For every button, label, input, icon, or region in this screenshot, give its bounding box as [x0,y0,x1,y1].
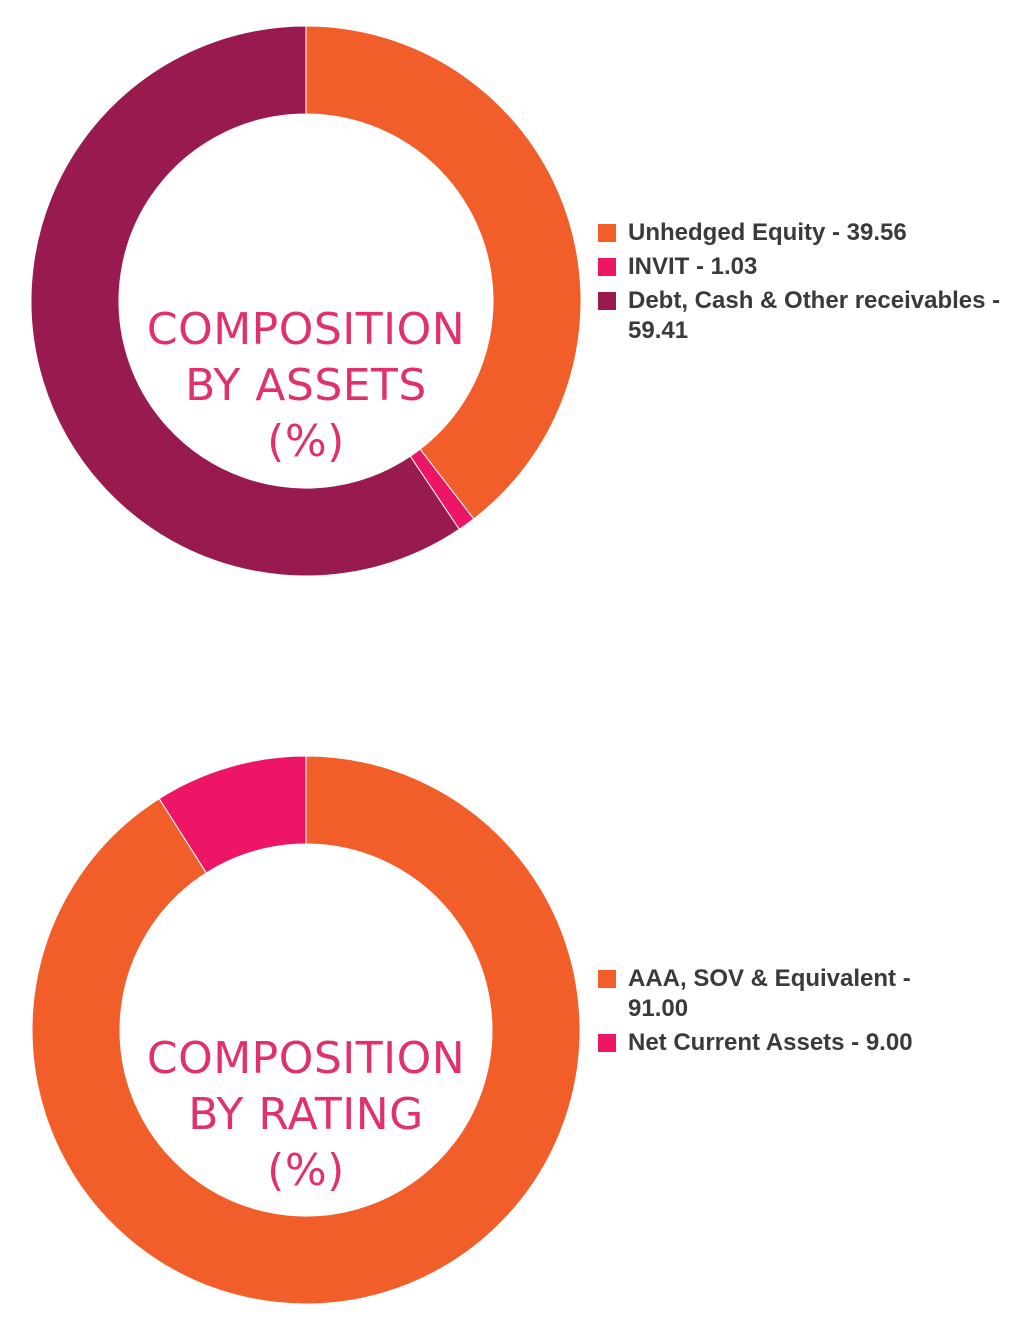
legend-item: Debt, Cash & Other receivables - 59.41 [598,286,1028,346]
rating-title-line-1: COMPOSITION [146,1033,466,1084]
assets-donut [30,25,582,577]
rating-donut [31,755,581,1305]
donut-slice-aaa-sov-equivalent [31,755,581,1305]
legend-swatch [598,224,616,242]
legend-item: Net Current Assets - 9.00 [598,1028,1028,1058]
legend-item: AAA, SOV & Equivalent - 91.00 [598,964,1028,1024]
legend-label: Unhedged Equity - 39.56 [628,219,907,246]
assets-title-line-2: BY ASSETS [185,360,427,411]
assets-title-line-1: COMPOSITION [146,304,466,355]
donut-slice-debt-cash-other-receivables [30,25,460,577]
assets-title-line-3: (%) [267,416,345,467]
legend-item: INVIT - 1.03 [598,252,1028,282]
legend-label: Net Current Assets - 9.00 [628,1029,913,1056]
legend-item: Unhedged Equity - 39.56 [598,218,1028,248]
legend-swatch [598,258,616,276]
legend-swatch [598,1034,616,1052]
donut-slice-unhedged-equity [305,25,582,520]
rating-title-line-3: (%) [267,1145,345,1196]
legend-swatch [598,970,616,988]
legend-label: AAA, SOV & Equivalent - 91.00 [628,965,911,1022]
assets-center-title: COMPOSITION BY ASSETS (%) [120,302,492,470]
composition-by-rating-chart: COMPOSITION BY RATING (%) AAA, SOV & Equ… [0,730,1035,1331]
rating-title-line-2: BY RATING [188,1089,424,1140]
donut-slice-net-current-assets [158,755,307,874]
rating-center-title: COMPOSITION BY RATING (%) [120,1031,492,1199]
legend-swatch [598,292,616,310]
legend-label: INVIT - 1.03 [628,253,758,280]
composition-by-assets-chart: COMPOSITION BY ASSETS (%) Unhedged Equit… [0,0,1035,640]
assets-legend: Unhedged Equity - 39.56 INVIT - 1.03 Deb… [598,218,1028,350]
rating-legend: AAA, SOV & Equivalent - 91.00 Net Curren… [598,964,1028,1062]
legend-label: Debt, Cash & Other receivables - 59.41 [628,287,1001,344]
